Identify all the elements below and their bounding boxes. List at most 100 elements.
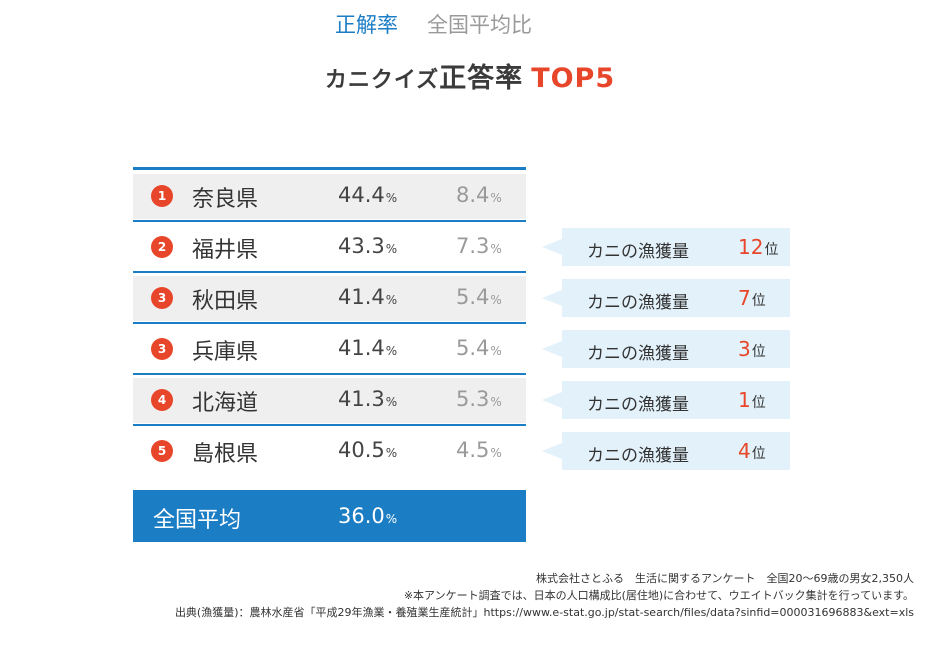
ratio-value: 4.5% [456, 438, 502, 462]
callout-rank-unit: 位 [751, 344, 766, 360]
row-separator [133, 271, 526, 273]
callout-label: カニの漁獲量 [587, 242, 689, 262]
title-part3: TOP5 [531, 63, 616, 94]
rate-value: 44.4% [338, 183, 397, 207]
prefecture-name: 兵庫県 [192, 340, 259, 365]
callout-label: カニの漁獲量 [587, 293, 689, 313]
rate-value: 43.3% [338, 234, 397, 258]
callout-pointer [542, 443, 562, 459]
callout-rank-number: 12 [738, 235, 764, 259]
ratio-number: 7.3 [456, 234, 490, 258]
rate-unit: % [385, 344, 398, 358]
rate-number: 44.4 [338, 183, 385, 207]
callout-label: カニの漁獲量 [587, 446, 689, 466]
ratio-number: 4.5 [456, 438, 490, 462]
crab-catch-callout: カニの漁獲量 4位 [542, 432, 790, 470]
crab-catch-callout: カニの漁獲量 1位 [542, 381, 790, 419]
rank-badge: 4 [151, 389, 173, 411]
rate-unit: % [385, 446, 398, 460]
ratio-number: 5.4 [456, 285, 490, 309]
average-label: 全国平均 [153, 508, 242, 533]
table-top-rule [133, 167, 526, 170]
rate-number: 41.4 [338, 336, 385, 360]
rate-value: 41.4% [338, 285, 397, 309]
rank-badge: 2 [151, 236, 173, 258]
national-average-row: 全国平均 36.0% [133, 490, 526, 542]
rate-number: 43.3 [338, 234, 385, 258]
ratio-number: 5.4 [456, 336, 490, 360]
ratio-unit: % [490, 293, 502, 307]
prefecture-name: 奈良県 [192, 187, 259, 212]
ratio-unit: % [490, 242, 502, 256]
ratio-value: 5.3% [456, 387, 502, 411]
title-part1: カニクイズ [324, 68, 440, 93]
callout-label: カニの漁獲量 [587, 395, 689, 415]
row-separator [133, 424, 526, 426]
ratio-value: 5.4% [456, 285, 502, 309]
table-row: 4 北海道 41.3% 5.3% [133, 378, 526, 426]
rate-unit: % [385, 293, 398, 307]
prefecture-name: 秋田県 [192, 289, 259, 314]
chart-title: カニクイズ正答率 TOP5 [0, 56, 940, 95]
row-separator [133, 322, 526, 324]
ratio-unit: % [490, 344, 502, 358]
rank-badge: 3 [151, 287, 173, 309]
ratio-number: 5.3 [456, 387, 490, 411]
prefecture-name: 北海道 [192, 391, 259, 416]
callout-rank-unit: 位 [751, 293, 766, 309]
ratio-unit: % [490, 191, 502, 205]
rate-unit: % [385, 395, 398, 409]
callout-pointer [542, 239, 562, 255]
ratio-value: 5.4% [456, 336, 502, 360]
table-row: 5 島根県 40.5% 4.5% [133, 429, 526, 474]
rate-value: 40.5% [338, 438, 397, 462]
rank-badge: 1 [151, 185, 173, 207]
callout-rank-number: 3 [738, 337, 751, 361]
average-value: 36.0% [338, 504, 397, 528]
table-row: 1 奈良県 44.4% 8.4% [133, 174, 526, 222]
crab-catch-callout: カニの漁獲量 3位 [542, 330, 790, 368]
rate-number: 41.3 [338, 387, 385, 411]
rank-badge: 3 [151, 338, 173, 360]
callout-pointer [542, 392, 562, 408]
callout-rank: 4位 [738, 439, 766, 463]
footnote-survey: 株式会社さとふる 生活に関するアンケート 全国20～69歳の男女2,350人 [535, 572, 914, 585]
rate-value: 41.4% [338, 336, 397, 360]
prefecture-name: 福井県 [192, 238, 259, 263]
callout-label: カニの漁獲量 [587, 344, 689, 364]
footnote-weighting: ※本アンケート調査では、日本の人口構成比(居住地)に合わせて、ウエイトバック集計… [403, 589, 914, 602]
ratio-number: 8.4 [456, 183, 490, 207]
ratio-value: 7.3% [456, 234, 502, 258]
callout-rank: 1位 [738, 388, 766, 412]
callout-rank: 7位 [738, 286, 766, 310]
title-part2: 正答率 [439, 63, 524, 94]
prefecture-name: 島根県 [192, 442, 259, 467]
ratio-unit: % [490, 446, 502, 460]
rate-number: 40.5 [338, 438, 385, 462]
column-header-rate: 正解率 [335, 13, 398, 37]
crab-catch-callout: カニの漁獲量 7位 [542, 279, 790, 317]
callout-rank-unit: 位 [751, 395, 766, 411]
callout-rank-number: 4 [738, 439, 751, 463]
rate-value: 41.3% [338, 387, 397, 411]
callout-rank-unit: 位 [751, 446, 766, 462]
callout-rank-unit: 位 [764, 242, 779, 258]
average-unit: % [385, 512, 398, 526]
table-row: 3 兵庫県 41.4% 5.4% [133, 327, 526, 375]
rate-unit: % [385, 191, 398, 205]
ratio-value: 8.4% [456, 183, 502, 207]
average-rate: 36.0 [338, 504, 385, 528]
ratio-unit: % [490, 395, 502, 409]
rank-badge: 5 [151, 440, 173, 462]
row-separator [133, 373, 526, 375]
callout-pointer [542, 290, 562, 306]
callout-pointer [542, 341, 562, 357]
rate-unit: % [385, 242, 398, 256]
column-header-ratio: 全国平均比 [427, 13, 532, 37]
table-row: 3 秋田県 41.4% 5.4% [133, 276, 526, 324]
table-row: 2 福井県 43.3% 7.3% [133, 225, 526, 273]
rate-number: 41.4 [338, 285, 385, 309]
callout-rank-number: 1 [738, 388, 751, 412]
callout-rank-number: 7 [738, 286, 751, 310]
row-separator [133, 220, 526, 222]
